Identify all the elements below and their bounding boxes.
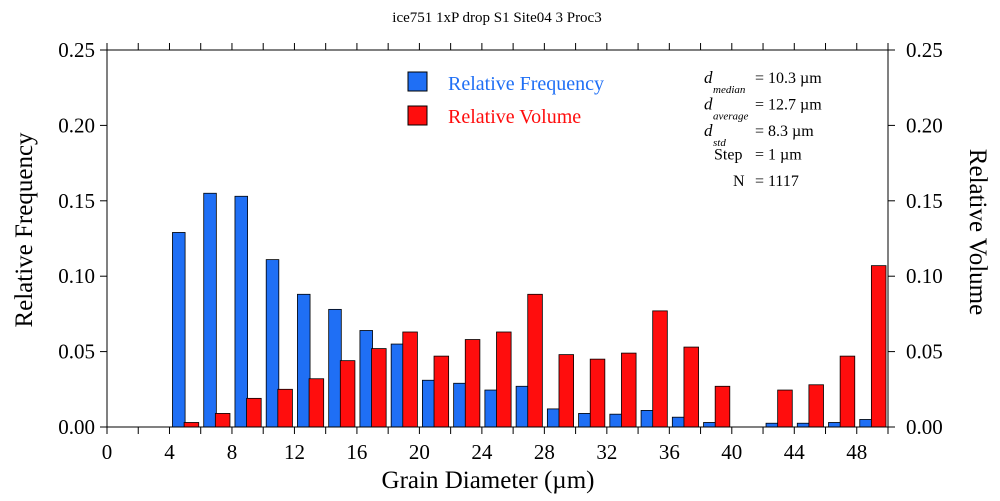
y-tick-label: 0.20	[58, 113, 95, 137]
bar-relative-frequency	[671, 416, 686, 428]
x-tick-label: 12	[284, 440, 305, 464]
bar-relative-volume	[527, 293, 543, 428]
y2-tick-label: 0.20	[906, 113, 943, 137]
bar-relative-volume	[277, 388, 293, 428]
y-tick-label: 0.00	[58, 415, 95, 439]
bar-relative-frequency	[578, 413, 592, 428]
bar-relative-volume	[558, 354, 574, 428]
plot-frame	[106, 49, 889, 428]
legend-swatch-frequency	[407, 71, 428, 92]
bar-relative-frequency	[515, 385, 530, 428]
bar-relative-frequency	[765, 422, 780, 428]
bar-relative-frequency	[421, 379, 436, 428]
bar-relative-frequency	[359, 330, 373, 428]
x-tick-label: 4	[164, 440, 175, 464]
bar-relative-frequency	[640, 410, 655, 428]
stat-symbol: d	[704, 95, 713, 114]
stat-symbol: d	[704, 68, 713, 87]
y-axis-label: Relative Frequency	[11, 132, 38, 328]
x-tick-label: 8	[227, 440, 238, 464]
bar-relative-frequency	[609, 413, 623, 428]
bar-relative-volume	[808, 384, 824, 428]
bar-relative-frequency	[796, 422, 811, 428]
bar-relative-frequency	[453, 382, 467, 428]
x-tick-label: 48	[846, 440, 867, 464]
stat-subscript: std	[713, 137, 726, 149]
y-tick-label: 0.05	[58, 340, 95, 364]
stat-symbol: Step	[714, 147, 742, 164]
bar-relative-volume	[839, 355, 856, 428]
bar-relative-volume	[339, 360, 356, 428]
bar-relative-frequency	[172, 232, 186, 428]
bar-relative-frequency	[484, 389, 498, 428]
bar-relative-frequency	[546, 408, 561, 428]
x-tick-label: 32	[596, 440, 617, 464]
bar-relative-volume	[308, 378, 325, 428]
bar-relative-volume	[464, 339, 481, 428]
bar-relative-volume	[714, 385, 731, 428]
bar-relative-volume	[621, 352, 637, 428]
bar-relative-volume	[870, 265, 887, 428]
bar-relative-volume	[433, 355, 450, 428]
bar-relative-volume	[777, 389, 793, 428]
y2-axis-label: Relative Volume	[964, 149, 991, 315]
x-tick-label: 0	[102, 440, 113, 464]
y2-tick-label: 0.15	[906, 189, 943, 213]
legend-label-volume: Relative Volume	[448, 106, 581, 128]
bar-relative-frequency	[703, 422, 717, 428]
bar-relative-volume	[589, 358, 606, 428]
bar-relative-frequency	[828, 422, 842, 428]
bar-relative-volume	[183, 422, 200, 428]
stat-value: = 10.3 µm	[755, 70, 822, 87]
bar-relative-volume	[371, 348, 387, 428]
x-tick-label: 44	[784, 440, 806, 464]
stat-symbol: N	[733, 173, 745, 190]
bar-relative-volume	[683, 346, 699, 428]
y-tick-label: 0.15	[58, 189, 95, 213]
bar-relative-frequency	[234, 195, 248, 428]
y2-tick-label: 0.05	[906, 340, 943, 364]
bar-relative-frequency	[328, 308, 342, 428]
x-tick-label: 36	[659, 440, 680, 464]
bar-relative-volume	[214, 413, 231, 428]
y2-tick-label: 0.00	[906, 415, 943, 439]
bar-relative-frequency	[859, 419, 873, 428]
bar-relative-volume	[652, 310, 668, 428]
y2-tick-label: 0.10	[906, 264, 943, 288]
stat-value: = 1 µm	[755, 147, 802, 164]
stat-symbol: d	[704, 121, 713, 140]
bar-relative-frequency	[297, 293, 311, 428]
x-tick-label: 16	[346, 440, 367, 464]
bar-relative-volume	[246, 397, 262, 428]
y-tick-label: 0.25	[58, 38, 95, 62]
legend-label-frequency: Relative Frequency	[448, 73, 604, 95]
x-tick-label: 20	[409, 440, 430, 464]
stat-value: = 1117	[755, 173, 799, 190]
x-axis-label: Grain Diameter (µm)	[382, 467, 595, 494]
bar-relative-frequency	[265, 259, 280, 428]
stat-value: = 12.7 µm	[755, 97, 822, 114]
x-tick-label: 24	[471, 440, 493, 464]
bar-relative-volume	[402, 331, 418, 428]
chart-title: ice751 1xP drop S1 Site04 3 Proc3	[392, 10, 601, 26]
bar-relative-volume	[496, 331, 512, 428]
x-tick-label: 28	[534, 440, 555, 464]
bar-relative-frequency	[390, 343, 405, 428]
y2-tick-label: 0.25	[906, 38, 943, 62]
y-tick-label: 0.10	[58, 264, 95, 288]
stat-subscript: median	[713, 84, 746, 96]
bar-relative-frequency	[203, 192, 217, 428]
stat-value: = 8.3 µm	[755, 123, 814, 140]
stat-subscript: average	[713, 111, 749, 123]
x-tick-label: 40	[721, 440, 742, 464]
legend: Relative Frequency Relative Volume	[407, 71, 604, 128]
legend-swatch-volume	[407, 105, 428, 126]
